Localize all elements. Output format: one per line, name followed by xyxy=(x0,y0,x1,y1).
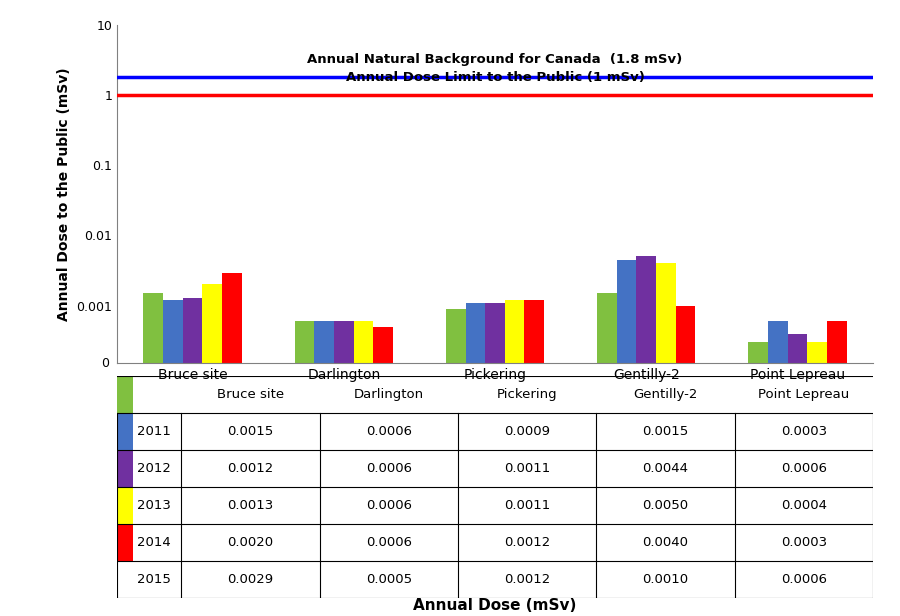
Bar xyxy=(117,524,133,561)
Text: 0.0012: 0.0012 xyxy=(504,535,550,549)
Text: 0.0006: 0.0006 xyxy=(365,424,412,438)
Bar xyxy=(117,376,133,413)
Text: 0.0006: 0.0006 xyxy=(365,498,412,512)
Text: 0.0011: 0.0011 xyxy=(504,498,550,512)
Y-axis label: Annual Dose to the Public (mSv): Annual Dose to the Public (mSv) xyxy=(57,67,71,321)
Text: Point Lepreau: Point Lepreau xyxy=(758,387,850,401)
Bar xyxy=(314,321,334,616)
Text: 0: 0 xyxy=(101,357,109,370)
Bar xyxy=(505,300,525,616)
Text: Gentilly-2: Gentilly-2 xyxy=(634,387,698,401)
Text: 0.0020: 0.0020 xyxy=(228,535,274,549)
Text: 0.0015: 0.0015 xyxy=(643,424,689,438)
Bar xyxy=(446,309,465,616)
Bar xyxy=(616,261,636,616)
Bar xyxy=(525,300,544,616)
Text: 0.0003: 0.0003 xyxy=(781,535,827,549)
Text: 2013: 2013 xyxy=(137,498,171,512)
Text: 0.0012: 0.0012 xyxy=(228,461,274,475)
Bar xyxy=(807,342,827,616)
Bar xyxy=(656,263,676,616)
Text: 2012: 2012 xyxy=(137,461,171,475)
Bar xyxy=(827,321,847,616)
Bar xyxy=(183,298,202,616)
Text: 0.0003: 0.0003 xyxy=(781,424,827,438)
Bar xyxy=(202,285,222,616)
Bar xyxy=(768,321,788,616)
Text: 0.0006: 0.0006 xyxy=(365,461,412,475)
Text: 0.0040: 0.0040 xyxy=(643,535,689,549)
Bar xyxy=(788,333,807,616)
Text: Darlington: Darlington xyxy=(354,387,424,401)
Text: 2011: 2011 xyxy=(137,424,171,438)
Text: 2015: 2015 xyxy=(137,572,171,586)
Bar xyxy=(163,300,183,616)
Text: 0.0006: 0.0006 xyxy=(781,572,827,586)
Text: 0.0009: 0.0009 xyxy=(504,424,550,438)
Bar xyxy=(143,293,163,616)
Text: 0.0005: 0.0005 xyxy=(365,572,412,586)
Text: 2014: 2014 xyxy=(137,535,171,549)
Bar xyxy=(485,302,505,616)
Text: Annual Dose Limit to the Public (1 mSv): Annual Dose Limit to the Public (1 mSv) xyxy=(346,71,644,84)
Bar xyxy=(354,321,373,616)
Bar xyxy=(748,342,768,616)
Text: 0.0029: 0.0029 xyxy=(228,572,274,586)
Text: 0.0004: 0.0004 xyxy=(781,498,827,512)
Text: 0.0012: 0.0012 xyxy=(504,572,550,586)
Bar xyxy=(636,256,656,616)
Text: Pickering: Pickering xyxy=(497,387,557,401)
Bar xyxy=(374,326,393,616)
Bar xyxy=(117,413,133,450)
Text: Annual Dose (mSv): Annual Dose (mSv) xyxy=(413,598,577,613)
Text: Bruce site: Bruce site xyxy=(217,387,284,401)
Text: 0.0010: 0.0010 xyxy=(643,572,689,586)
Bar xyxy=(222,273,242,616)
Text: Annual Natural Background for Canada  (1.8 mSv): Annual Natural Background for Canada (1.… xyxy=(308,53,682,66)
Text: 0.0006: 0.0006 xyxy=(365,535,412,549)
Bar xyxy=(676,306,696,616)
Text: 0.0006: 0.0006 xyxy=(781,461,827,475)
Text: 0.0013: 0.0013 xyxy=(228,498,274,512)
Text: 0.0015: 0.0015 xyxy=(228,424,274,438)
Bar xyxy=(597,293,617,616)
Bar xyxy=(117,450,133,487)
Bar xyxy=(117,487,133,524)
Text: 0.0044: 0.0044 xyxy=(643,461,689,475)
Bar xyxy=(294,321,314,616)
Text: 0.0011: 0.0011 xyxy=(504,461,550,475)
Bar xyxy=(465,302,485,616)
Bar xyxy=(334,321,354,616)
Text: 0.0050: 0.0050 xyxy=(643,498,689,512)
